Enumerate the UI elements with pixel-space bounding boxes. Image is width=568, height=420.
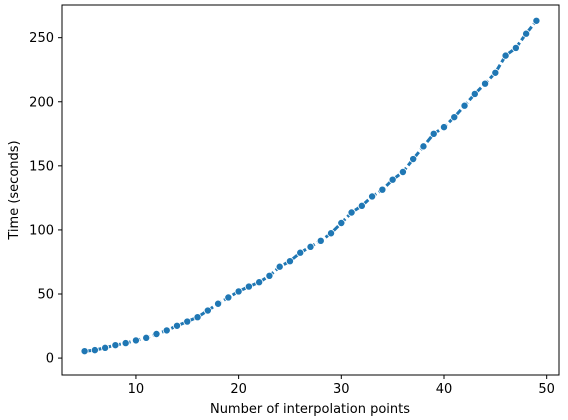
data-point xyxy=(142,333,151,342)
data-point xyxy=(101,343,110,352)
y-axis-label: Time (seconds) xyxy=(7,140,22,240)
data-point xyxy=(162,326,171,335)
x-axis: 10 20 30 40 50 xyxy=(128,375,555,397)
x-tick-label: 20 xyxy=(230,382,247,397)
data-point xyxy=(511,43,520,52)
data-point xyxy=(460,101,469,110)
data-point xyxy=(193,313,202,322)
data-point xyxy=(481,79,490,88)
y-tick-label: 50 xyxy=(37,288,54,303)
data-point xyxy=(275,262,284,271)
data-point xyxy=(173,321,182,330)
data-point xyxy=(244,282,253,291)
data-point xyxy=(80,347,89,356)
data-point xyxy=(532,16,541,25)
y-axis: 0 50 100 150 200 250 xyxy=(29,31,62,367)
x-axis-label: Number of interpolation points xyxy=(210,402,410,417)
data-point xyxy=(337,219,346,228)
data-point xyxy=(470,89,479,98)
x-tick-label: 40 xyxy=(436,382,453,397)
data-point xyxy=(398,167,407,176)
y-tick-label: 200 xyxy=(29,95,54,110)
data-point xyxy=(203,306,212,315)
data-point xyxy=(347,208,356,217)
data-point xyxy=(224,293,233,302)
data-point xyxy=(501,51,510,60)
plot-area xyxy=(62,5,559,375)
data-point xyxy=(419,142,428,151)
data-point xyxy=(214,299,223,308)
data-point xyxy=(491,68,500,77)
data-point xyxy=(439,123,448,132)
data-point xyxy=(327,229,336,238)
data-point xyxy=(265,271,274,280)
data-point xyxy=(378,185,387,194)
y-tick-label: 100 xyxy=(29,223,54,238)
data-point xyxy=(429,129,438,138)
data-point xyxy=(368,192,377,201)
data-point xyxy=(90,346,99,355)
plot-frame xyxy=(61,4,560,376)
x-tick-label: 30 xyxy=(333,382,350,397)
data-point xyxy=(450,113,459,122)
y-tick-label: 0 xyxy=(46,352,54,367)
data-point xyxy=(522,29,531,38)
data-point xyxy=(388,175,397,184)
data-point xyxy=(111,341,120,350)
data-point xyxy=(131,336,140,345)
data-point xyxy=(357,201,366,210)
data-point xyxy=(183,317,192,326)
data-point xyxy=(152,329,161,338)
data-point xyxy=(296,248,305,257)
data-point xyxy=(255,278,264,287)
series-layer xyxy=(80,16,541,356)
y-tick-label: 250 xyxy=(29,31,54,46)
x-tick-label: 10 xyxy=(128,382,145,397)
y-tick-label: 150 xyxy=(29,159,54,174)
data-point xyxy=(316,236,325,245)
data-point xyxy=(285,257,294,266)
data-point xyxy=(409,155,418,164)
data-point xyxy=(121,339,130,348)
data-point xyxy=(306,242,315,251)
data-point xyxy=(234,287,243,296)
x-tick-label: 50 xyxy=(538,382,555,397)
